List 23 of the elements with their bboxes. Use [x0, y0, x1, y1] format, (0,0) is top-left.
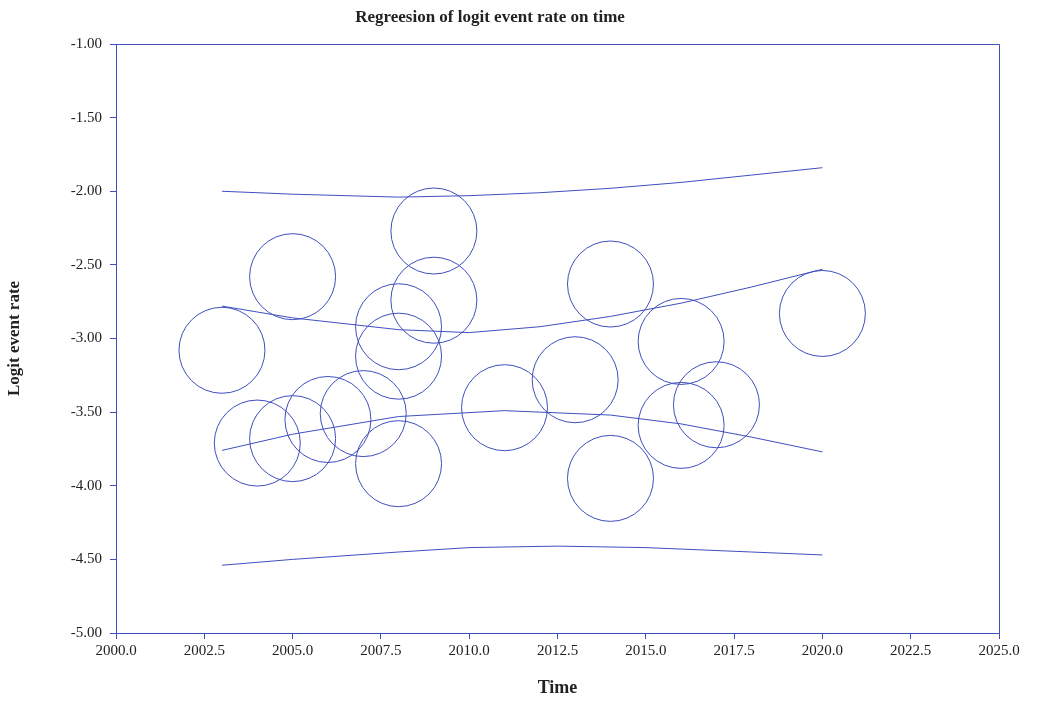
y-tick-label: -2.50: [70, 255, 102, 272]
x-tick-label: 2010.0: [448, 641, 490, 658]
x-tick-label: 2000.0: [95, 641, 137, 658]
x-axis-title: Time: [537, 676, 578, 697]
y-tick-label: -1.00: [70, 34, 102, 51]
x-tick-label: 2022.5: [890, 641, 932, 658]
y-tick-label: -3.00: [70, 329, 102, 346]
x-tick-label: 2005.0: [271, 641, 314, 658]
x-tick-label: 2017.5: [713, 641, 755, 658]
x-tick-label: 2002.5: [183, 641, 225, 658]
x-tick-label: 2012.5: [536, 641, 579, 658]
y-tick-label: -4.00: [70, 476, 102, 493]
x-tick-label: 2020.0: [801, 641, 844, 658]
x-tick-label: 2025.0: [978, 641, 1020, 658]
y-tick-label: -1.50: [70, 108, 102, 125]
y-axis-title: Logit event rate: [3, 280, 23, 397]
y-tick-label: -3.50: [70, 403, 102, 420]
y-tick-label: -4.50: [70, 550, 102, 567]
x-tick-label: 2007.5: [360, 641, 402, 658]
x-tick-label: 2015.0: [625, 641, 667, 658]
chart-title: Regreesion of logit event rate on time: [355, 7, 626, 27]
y-tick-label: -2.00: [70, 182, 102, 199]
y-tick-label: -5.00: [70, 623, 102, 640]
